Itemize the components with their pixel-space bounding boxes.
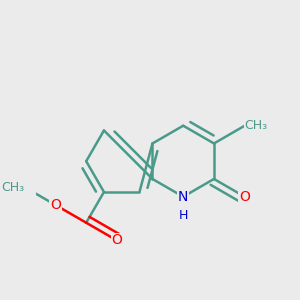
Text: O: O	[239, 190, 250, 204]
Text: CH₃: CH₃	[2, 181, 25, 194]
Text: H: H	[178, 209, 188, 222]
Text: O: O	[50, 198, 61, 212]
Text: N: N	[178, 190, 188, 204]
Text: CH₃: CH₃	[245, 119, 268, 132]
Text: O: O	[112, 233, 122, 248]
